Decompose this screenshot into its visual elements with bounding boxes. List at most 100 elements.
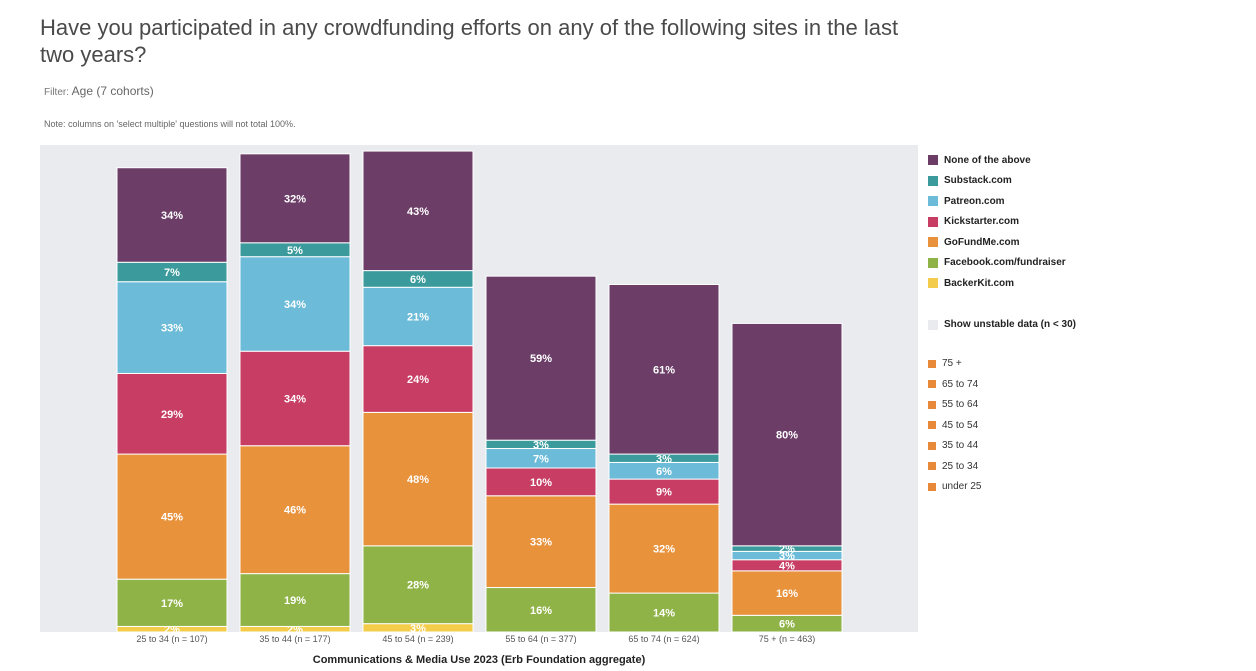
bar-segment[interactable] [362, 286, 474, 347]
data-label: 3% [656, 453, 672, 465]
data-label: 80% [776, 430, 798, 442]
chart-title: Have you participated in any crowdfundin… [40, 15, 899, 67]
x-axis-title: Communications & Media Use 2023 (Erb Fou… [313, 654, 646, 666]
data-label: 14% [653, 608, 675, 620]
cohort-swatch [928, 380, 936, 389]
data-label: 24% [407, 374, 429, 386]
cohort-filter-list: 75 + 65 to 74 55 to 64 45 to 54 35 to 44 25 t… [928, 354, 1248, 498]
cohort-label: 65 to 74 [942, 378, 979, 390]
data-label: 17% [161, 598, 183, 610]
legend-label: None of the above [944, 154, 1031, 166]
data-label: 45% [161, 512, 183, 524]
bar-stack[interactable]: 16% 33% 10% 7% 3% 59% [485, 275, 597, 633]
data-label: 7% [164, 267, 180, 279]
bar-segment[interactable] [485, 495, 597, 589]
bar-segment[interactable] [362, 545, 474, 625]
bar-segment[interactable] [239, 350, 351, 447]
data-label: 9% [656, 487, 672, 499]
bar-segment[interactable] [362, 411, 474, 547]
data-label: 43% [407, 206, 429, 218]
data-label: 61% [653, 364, 675, 376]
cohort-item[interactable]: under 25 [928, 477, 1248, 498]
data-label: 29% [161, 409, 183, 421]
cohort-label: 45 to 54 [942, 419, 979, 431]
cohort-item[interactable]: 35 to 44 [928, 436, 1248, 457]
legend-item[interactable]: BackerKit.com [928, 273, 1248, 294]
bar-segment[interactable] [116, 578, 228, 627]
cohort-swatch [928, 400, 936, 409]
cohort-label: 55 to 64 [942, 399, 979, 411]
cohort-label: under 25 [942, 481, 982, 493]
x-tick-label: 35 to 44 (n = 177) [259, 634, 330, 644]
bar-stack[interactable]: 2% 19% 46% 34% 34% 5% 32% [239, 153, 351, 636]
data-label: 33% [161, 323, 183, 335]
bar-stack[interactable]: 6% 16% 4%3%2% 80% [731, 322, 843, 633]
bar-segment[interactable] [239, 573, 351, 627]
cohort-item[interactable]: 45 to 54 [928, 415, 1248, 436]
legend-item[interactable]: Facebook.com/fundraiser [928, 253, 1248, 274]
x-tick-label: 65 to 74 (n = 624) [628, 634, 699, 644]
cohort-swatch [928, 441, 936, 450]
cohort-item[interactable]: 75 + [928, 354, 1248, 375]
bar-segment[interactable] [485, 275, 597, 441]
cohort-item[interactable]: 55 to 64 [928, 395, 1248, 416]
bar-segment[interactable] [239, 153, 351, 244]
data-label: 5% [287, 245, 303, 257]
data-label: 32% [653, 544, 675, 556]
bar-stack[interactable]: 3% 28% 48% 24% 21% 6% 43% [362, 150, 474, 635]
chart-note: Note: columns on 'select multiple' quest… [44, 119, 296, 129]
cohort-item[interactable]: 65 to 74 [928, 374, 1248, 395]
unstable-data-toggle[interactable]: Show unstable data (n < 30) [928, 314, 1248, 336]
bar-segment[interactable] [362, 150, 474, 272]
bar-segment[interactable] [608, 478, 720, 505]
toggle-checkbox[interactable] [928, 319, 938, 330]
data-label: 48% [407, 474, 429, 486]
bar-stack[interactable]: 14% 32% 9% 6%3% 61% [608, 284, 720, 633]
bar-segment[interactable] [239, 445, 351, 575]
bar-segment[interactable] [731, 322, 843, 547]
x-tick-label: 75 + (n = 463) [759, 634, 816, 644]
x-tick-label: 55 to 64 (n = 377) [505, 634, 576, 644]
filter-value[interactable]: Age (7 cohorts) [71, 84, 154, 98]
legend-item[interactable]: Patreon.com [928, 191, 1248, 212]
bar-segment[interactable] [608, 284, 720, 455]
legend-swatch [928, 237, 938, 248]
data-label: 6% [779, 619, 795, 631]
data-label: 16% [530, 605, 552, 617]
cohort-swatch [928, 482, 936, 491]
legend-item[interactable]: Substack.com [928, 171, 1248, 192]
data-label: 34% [161, 210, 183, 222]
data-label: 28% [407, 580, 429, 592]
bar-segment[interactable] [362, 345, 474, 413]
bar-segment[interactable] [485, 587, 597, 633]
x-tick-label: 25 to 34 (n = 107) [136, 634, 207, 644]
data-label: 4% [779, 560, 795, 572]
filter-label: Filter: [44, 87, 69, 98]
bar-segment[interactable] [116, 167, 228, 263]
cohort-label: 35 to 44 [942, 440, 979, 452]
data-label: 34% [284, 299, 306, 311]
legend-swatch [928, 155, 938, 166]
legend-item[interactable]: Kickstarter.com [928, 212, 1248, 233]
data-label: 3% [779, 551, 795, 563]
bar-segment[interactable] [239, 256, 351, 352]
cohort-swatch [928, 421, 936, 430]
data-label: 32% [284, 193, 306, 205]
cohort-item[interactable]: 25 to 34 [928, 456, 1248, 477]
legend-label: BackerKit.com [944, 277, 1015, 289]
data-label: 7% [533, 453, 549, 465]
data-label: 33% [530, 537, 552, 549]
filter-info[interactable]: Filter: Age (7 cohorts) [44, 84, 154, 98]
data-label: 3% [410, 623, 426, 635]
bar-segment[interactable] [608, 592, 720, 633]
data-label: 3% [533, 439, 549, 451]
legend-item[interactable]: None of the above [928, 150, 1248, 171]
data-label: 2% [779, 544, 795, 556]
cohort-swatch [928, 359, 936, 368]
cohort-label: 75 + [942, 358, 962, 370]
legend-item[interactable]: GoFundMe.com [928, 232, 1248, 253]
bar-stack[interactable]: 2% 17% 45% 29% 33% 7% 34% [116, 167, 228, 636]
legend-series-list: None of the above Substack.com Patreon.com… [928, 150, 1248, 294]
data-label: 46% [284, 505, 306, 517]
